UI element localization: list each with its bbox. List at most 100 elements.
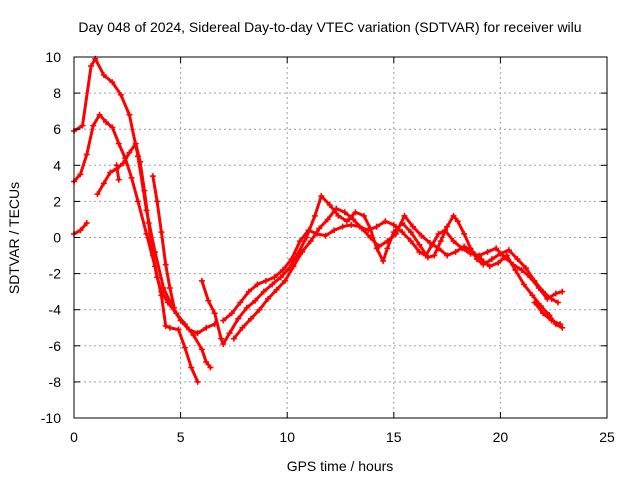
data-point [77, 171, 84, 178]
data-point [126, 149, 133, 156]
data-point [109, 124, 116, 131]
data-point [117, 91, 124, 98]
y-tick-label: 8 [53, 85, 61, 101]
data-point [143, 230, 150, 237]
data-point [493, 245, 500, 252]
data-point [175, 326, 182, 333]
data-point [454, 218, 461, 225]
series-line [72, 113, 200, 384]
data-point [158, 229, 165, 236]
data-point [83, 151, 90, 158]
data-point [343, 218, 350, 225]
data-point [181, 321, 188, 328]
data-point [88, 63, 95, 70]
data-point [512, 266, 519, 273]
data-point [322, 232, 329, 239]
data-point [226, 330, 233, 337]
data-point [367, 234, 374, 241]
y-tick-label: -6 [49, 338, 62, 354]
data-point [166, 285, 173, 292]
data-point [529, 292, 536, 299]
data-point [158, 288, 165, 295]
data-point [162, 322, 169, 329]
data-point [559, 288, 566, 295]
chart-title: Day 048 of 2024, Sidereal Day-to-day VTE… [78, 19, 581, 35]
data-point [435, 230, 442, 237]
y-tick-label: 4 [53, 157, 61, 173]
grid-layer [74, 57, 607, 418]
data-point [505, 247, 512, 254]
data-point [375, 243, 382, 250]
y-axis-label: SDTVAR / TECUs [6, 182, 22, 294]
data-point [365, 227, 372, 234]
data-point [557, 321, 564, 328]
data-point [83, 220, 90, 227]
data-point [134, 198, 141, 205]
data-point [194, 330, 201, 337]
data-point [194, 378, 201, 385]
data-point [407, 229, 414, 236]
data-point [382, 218, 389, 225]
data-point [113, 162, 120, 169]
data-point [548, 317, 555, 324]
data-point [416, 248, 423, 255]
data-point [339, 223, 346, 230]
data-point [390, 221, 397, 228]
data-point [450, 212, 457, 219]
data-point [107, 169, 114, 176]
data-point [392, 230, 399, 237]
data-point [145, 220, 152, 227]
data-point [333, 205, 340, 212]
data-point [79, 122, 86, 129]
data-point [230, 335, 237, 342]
series-line [151, 174, 176, 310]
data-point [288, 256, 295, 263]
data-point [260, 288, 267, 295]
data-point [162, 261, 169, 268]
x-tick-label: 5 [177, 429, 185, 445]
data-point [554, 299, 561, 306]
data-point [418, 232, 425, 239]
data-point [96, 111, 103, 118]
data-point [188, 364, 195, 371]
data-point [262, 277, 269, 284]
data-point [335, 212, 342, 219]
data-point [531, 299, 538, 306]
data-point [331, 227, 338, 234]
data-point [324, 216, 331, 223]
data-point [115, 140, 122, 147]
y-tick-label: 2 [53, 193, 61, 209]
y-tick-label: 0 [53, 230, 61, 246]
y-tick-label: -10 [41, 410, 61, 426]
data-point [100, 72, 107, 79]
series-6 [149, 173, 178, 311]
data-point [461, 230, 468, 237]
data-point [552, 290, 559, 297]
data-point [126, 111, 133, 118]
data-point [120, 160, 127, 167]
data-point [203, 324, 210, 331]
y-tick-label: -4 [49, 302, 62, 318]
data-point [290, 263, 297, 270]
x-tick-label: 0 [70, 429, 78, 445]
data-point [384, 238, 391, 245]
data-point [422, 252, 429, 259]
x-tick-label: 10 [279, 429, 295, 445]
data-point [102, 118, 109, 125]
data-point [296, 238, 303, 245]
data-point [316, 225, 323, 232]
data-point [198, 346, 205, 353]
data-point [350, 216, 357, 223]
data-point [100, 180, 107, 187]
data-point [279, 266, 286, 273]
data-point [450, 238, 457, 245]
data-point [307, 238, 314, 245]
data-point [220, 340, 227, 347]
data-point [154, 274, 161, 281]
data-point [207, 364, 214, 371]
ticks-layer: 0 5 10 15 20 25 -10 -8 -6 -4 -2 0 2 4 6 8 10 [41, 49, 615, 445]
series-10 [531, 299, 564, 328]
data-point [384, 245, 391, 252]
data-point [243, 304, 250, 311]
